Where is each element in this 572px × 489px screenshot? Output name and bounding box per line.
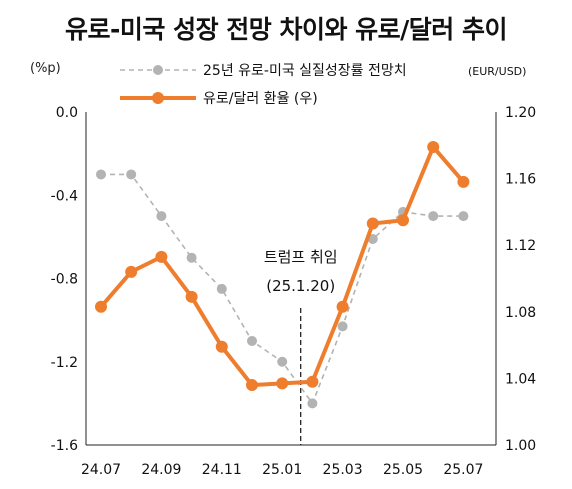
y-left-tick-label: -0.4 (51, 188, 78, 204)
x-tick-label: 25.07 (443, 462, 483, 478)
legend-eurusd-label: 유로/달러 환율 (우) (203, 91, 318, 107)
x-tick-label: 24.07 (81, 462, 121, 478)
legend-eurusd-marker (152, 92, 164, 104)
left-axis-unit: (%p) (30, 61, 61, 76)
y-right-tick-label: 1.00 (505, 438, 536, 454)
eurusd-point (397, 214, 409, 227)
growth-gap-point (156, 211, 167, 222)
eurusd-point (306, 375, 319, 388)
right-axis-unit: (EUR/USD) (468, 65, 526, 78)
growth-gap-point (307, 398, 318, 409)
growth-gap-point (96, 169, 106, 180)
growth-gap-point (277, 356, 288, 367)
y-right-tick-label: 1.04 (505, 371, 536, 387)
x-tick-label: 25.01 (262, 462, 302, 478)
y-left-tick-label: 0.0 (56, 105, 78, 121)
eurusd-point (125, 265, 138, 278)
growth-gap-point (216, 283, 227, 294)
legend-growth-marker (153, 65, 163, 75)
y-right-tick-label: 1.08 (505, 305, 536, 321)
y-right-tick-label: 1.16 (505, 172, 536, 188)
growth-gap-point (126, 169, 137, 180)
chart-title: 유로-미국 성장 전망 차이와 유로/달러 추이 (64, 15, 508, 44)
growth-gap-point (337, 321, 348, 332)
eurusd-point (457, 175, 470, 188)
eurusd-line (99, 144, 465, 388)
x-tick-label: 25.03 (323, 462, 363, 478)
x-tick-label: 24.09 (141, 462, 181, 478)
growth-gap-point (367, 233, 378, 244)
y-left-tick-label: -0.8 (51, 272, 78, 288)
eurusd-point (185, 290, 198, 303)
growth-gap-point (186, 252, 197, 263)
eurusd-point (155, 250, 168, 263)
eurusd-point (336, 300, 349, 313)
growth-gap-point (428, 211, 439, 222)
eurusd-point (366, 217, 379, 230)
event-label-line1: 트럼프 취임 (264, 248, 338, 266)
y-left-tick-label: -1.2 (51, 355, 78, 371)
x-tick-label: 24.11 (202, 462, 242, 478)
eurusd-point (276, 377, 289, 390)
legend-growth-label: 25년 유로-미국 실질성장률 전망치 (203, 63, 407, 79)
eurusd-point (215, 340, 228, 353)
y-left-tick-label: -1.6 (51, 438, 78, 454)
event-label-line2: (25.1.20) (266, 277, 335, 295)
y-right-tick-label: 1.12 (505, 238, 536, 254)
eurusd-point (246, 379, 258, 392)
eurusd-point (427, 140, 440, 153)
growth-gap-point (458, 211, 469, 222)
eurusd-point (95, 300, 107, 313)
y-right-tick-label: 1.20 (505, 105, 536, 121)
x-tick-label: 25.05 (383, 462, 423, 478)
growth-gap-point (247, 335, 257, 346)
